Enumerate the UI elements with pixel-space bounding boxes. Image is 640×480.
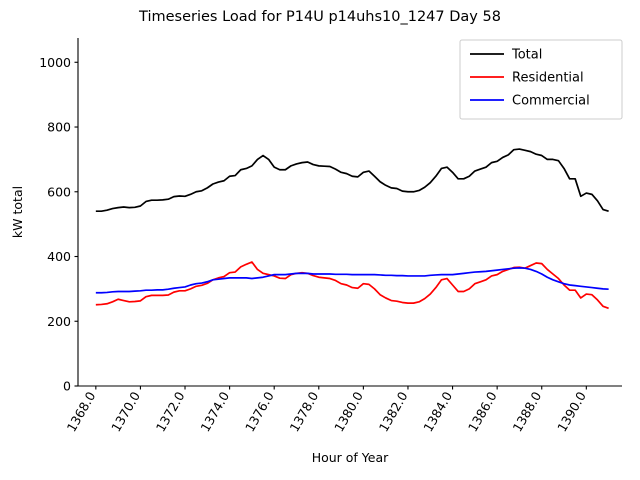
x-tick-label: 1384.0 — [420, 389, 455, 434]
y-axis-ticks: 0 200 400 600 800 1000 — [39, 55, 78, 394]
x-tick-label: 1374.0 — [197, 389, 232, 434]
y-axis-label-group: kW total — [10, 186, 25, 238]
series-line-commercial — [95, 266, 609, 294]
x-tick-label: 1380.0 — [331, 389, 366, 434]
x-tick-label: 1372.0 — [153, 389, 188, 434]
chart-title-group: Timeseries Load for P14U p14uhs10_1247 D… — [138, 9, 501, 25]
x-tick-label: 1388.0 — [509, 389, 544, 434]
data-series-group — [95, 148, 609, 310]
series-line-total — [95, 148, 609, 213]
x-axis-ticks: 1368.0 1370.0 1372.0 1374.0 1376.0 1378.0 1380… — [64, 386, 589, 434]
x-tick-label: 1368.0 — [64, 389, 99, 434]
page-title: Timeseries Load for P14U p14uhs10_1247 D… — [138, 9, 501, 25]
legend-label-residential: Residential — [512, 71, 584, 86]
x-axis-label: Hour of Year — [312, 450, 389, 465]
y-tick-label: 200 — [47, 314, 71, 329]
y-tick-label: 600 — [47, 184, 71, 199]
x-tick-label: 1390.0 — [554, 389, 589, 434]
y-axis-label: kW total — [10, 186, 25, 238]
x-tick-label: 1386.0 — [465, 389, 500, 434]
y-tick-label: 400 — [47, 249, 71, 264]
legend-label-total: Total — [511, 48, 542, 63]
x-tick-label: 1370.0 — [108, 389, 143, 434]
y-tick-label: 1000 — [39, 55, 71, 70]
x-tick-label: 1382.0 — [376, 389, 411, 434]
x-axis-label-group: Hour of Year — [312, 450, 389, 465]
y-tick-label: 0 — [63, 379, 71, 394]
x-tick-label: 1376.0 — [242, 389, 277, 434]
x-tick-label: 1378.0 — [287, 389, 322, 434]
y-tick-label: 800 — [47, 120, 71, 135]
chart-legend: Total Residential Commercial — [459, 39, 623, 120]
legend-label-commercial: Commercial — [512, 94, 590, 109]
plot-frame — [77, 38, 622, 387]
